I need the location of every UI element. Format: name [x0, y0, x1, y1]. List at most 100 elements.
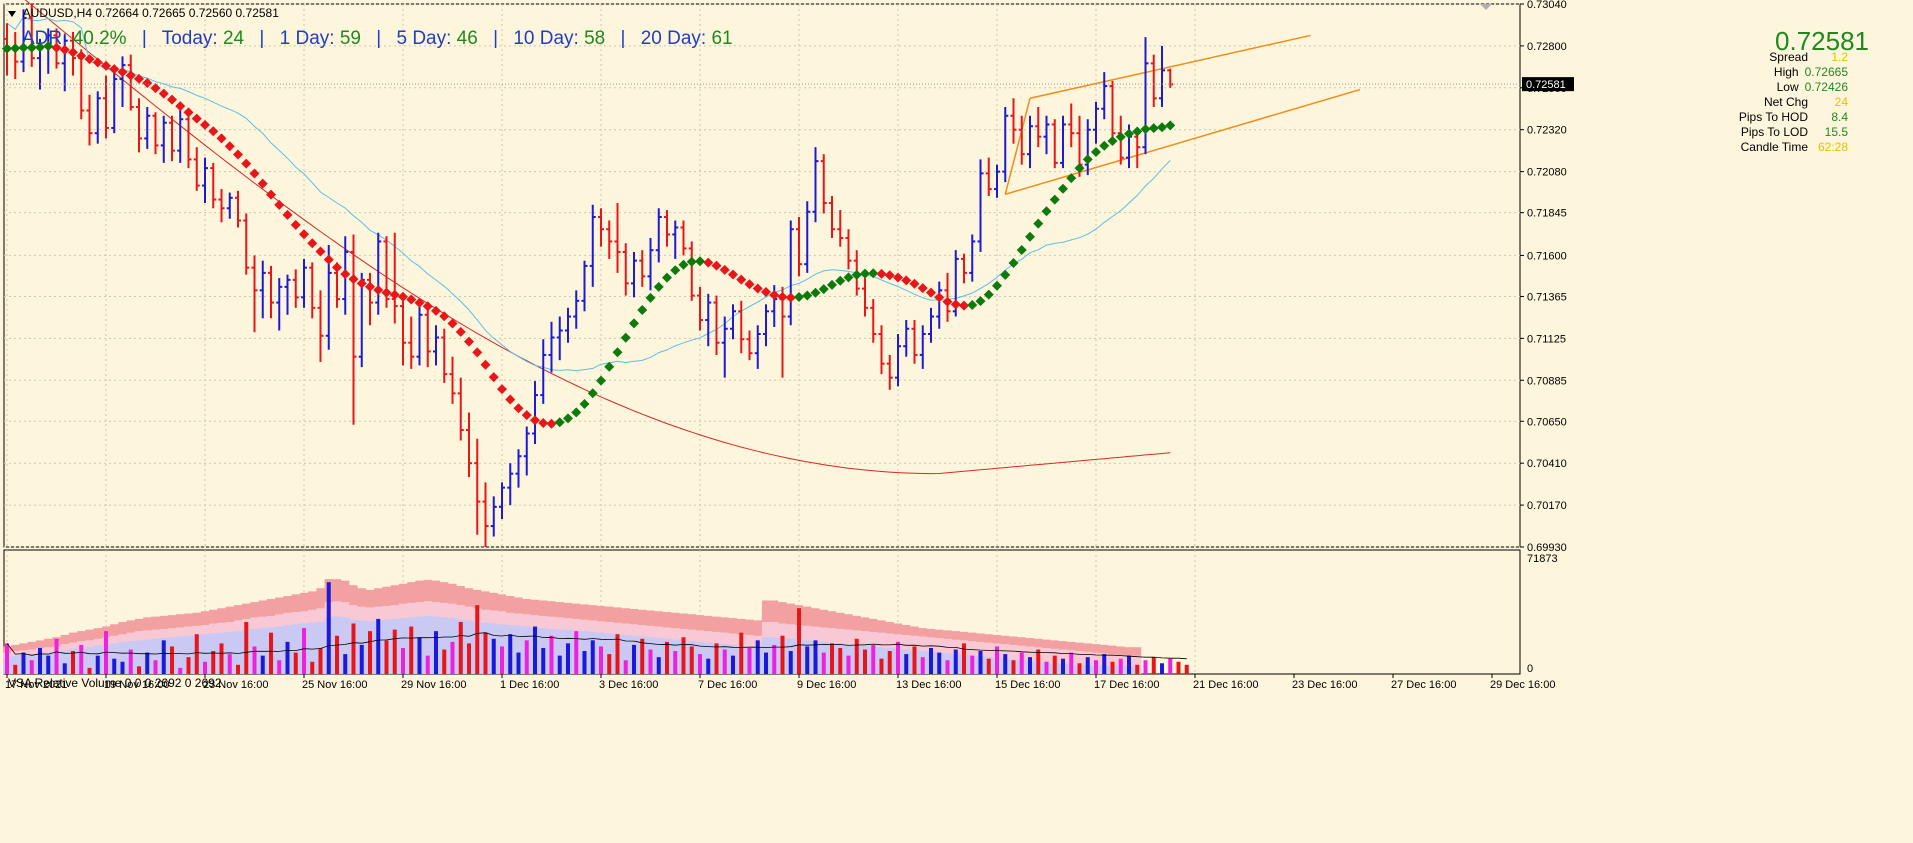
volume-bar	[656, 657, 661, 674]
volume-bar	[87, 667, 92, 674]
ohlc-bar	[441, 328, 448, 383]
ohlc-bar	[936, 281, 943, 329]
volume-bar	[46, 655, 51, 674]
dropdown-triangle-icon[interactable]	[8, 10, 16, 17]
volume-bar	[879, 658, 884, 674]
spread-value: 1.2	[1831, 50, 1848, 64]
ohlc-bar	[375, 232, 382, 315]
ohlc-bar	[721, 316, 728, 378]
volume-bar	[120, 661, 125, 674]
ohlc-bar	[829, 196, 835, 238]
ohlc-bar	[235, 190, 241, 228]
volume-bar	[995, 646, 999, 674]
trend-marker	[538, 418, 549, 429]
time-axis-label: 7 Dec 16:00	[698, 679, 757, 691]
ohlc-bar	[911, 320, 918, 364]
trend-marker	[1099, 140, 1110, 151]
volume-bar	[186, 657, 191, 674]
separator: |	[141, 28, 147, 49]
trend-marker	[579, 398, 590, 409]
ohlc-bar	[787, 220, 794, 326]
trend-marker	[414, 297, 425, 308]
volume-bar	[1052, 655, 1057, 674]
ohlc-bar	[1150, 54, 1157, 108]
ohlc-bar	[111, 68, 118, 134]
volume-bar	[632, 644, 636, 674]
price-tick-label: 0.72320	[1527, 125, 1567, 137]
volume-bar	[797, 608, 801, 674]
trend-marker	[348, 274, 359, 285]
trend-marker	[604, 361, 615, 372]
trend-marker	[563, 413, 573, 424]
trend-marker	[1132, 126, 1143, 137]
volume-bar	[582, 651, 587, 674]
chart-shift-marker	[1480, 4, 1492, 10]
ohlc-bar	[169, 115, 175, 162]
volume-bar	[54, 638, 59, 674]
volume-bar	[681, 637, 686, 674]
ohlc-bar	[581, 260, 588, 312]
volume-bar	[920, 657, 925, 674]
price-tick-label: 0.70170	[1527, 500, 1567, 512]
price-tick-label: 0.69930	[1527, 542, 1567, 554]
volume-bar	[227, 654, 232, 674]
volume-bar	[95, 655, 100, 674]
volume-bar	[1036, 649, 1041, 674]
trend-marker	[629, 318, 639, 329]
trend-marker	[76, 50, 87, 61]
info-row-net-chg: Net Chg 24	[1763, 95, 1848, 109]
time-axis-label: 27 Dec 16:00	[1391, 679, 1456, 691]
ohlc-bar	[350, 234, 357, 425]
ohlc-bar	[837, 210, 844, 247]
trend-marker	[10, 43, 21, 54]
trend-marker	[340, 269, 351, 280]
ohlc-bar	[804, 201, 811, 273]
ohlc-bar	[86, 94, 93, 146]
volume-bar	[607, 654, 612, 674]
volume-bar	[1160, 663, 1164, 674]
time-axis-label: 17 Dec 16:00	[1094, 679, 1159, 691]
trend-marker	[134, 73, 144, 84]
ohlc-bar	[1093, 101, 1099, 144]
trend-marker	[1157, 122, 1167, 133]
volume-bar	[376, 618, 381, 674]
ohlc-bar	[1068, 103, 1075, 148]
price-tick-label: 0.71600	[1527, 250, 1567, 262]
ohlc-bar	[309, 262, 316, 319]
volume-bar	[1019, 652, 1024, 674]
ohlc-bar	[268, 265, 274, 319]
volume-bar	[978, 651, 983, 674]
volume-bar	[904, 654, 909, 674]
trend-marker	[686, 256, 697, 267]
trend-marker	[101, 60, 111, 71]
volume-bar	[359, 644, 364, 674]
time-axis-label: 23 Dec 16:00	[1292, 679, 1357, 691]
day10-label: 10 Day:	[513, 28, 579, 49]
volume-axis-min: 0	[1527, 663, 1533, 675]
ohlc-bar	[28, 4, 35, 67]
info-row-pips-hod: Pips To HOD 8.4	[1738, 110, 1848, 124]
volume-bar	[830, 643, 834, 674]
trend-marker	[200, 119, 210, 130]
trend-marker	[1025, 231, 1035, 242]
trend-marker	[249, 168, 260, 179]
ohlc-bar	[226, 192, 233, 219]
ohlc-bar	[532, 381, 538, 444]
volume-bar	[640, 638, 645, 674]
ohlc-bar	[903, 320, 910, 357]
ohlc-bar	[862, 278, 868, 317]
trend-marker	[802, 290, 813, 301]
volume-bar	[79, 644, 84, 674]
trend-marker	[983, 289, 994, 300]
trend-marker	[381, 287, 392, 298]
ohlc-bar	[573, 290, 580, 329]
price-tick-label: 0.71365	[1527, 291, 1567, 303]
channel-upper-line	[1029, 34, 1311, 100]
trend-marker	[1124, 128, 1134, 139]
trend-marker	[389, 289, 400, 300]
volume-bar	[764, 652, 768, 674]
volume-bar	[590, 640, 595, 674]
volume-bar	[38, 647, 42, 674]
